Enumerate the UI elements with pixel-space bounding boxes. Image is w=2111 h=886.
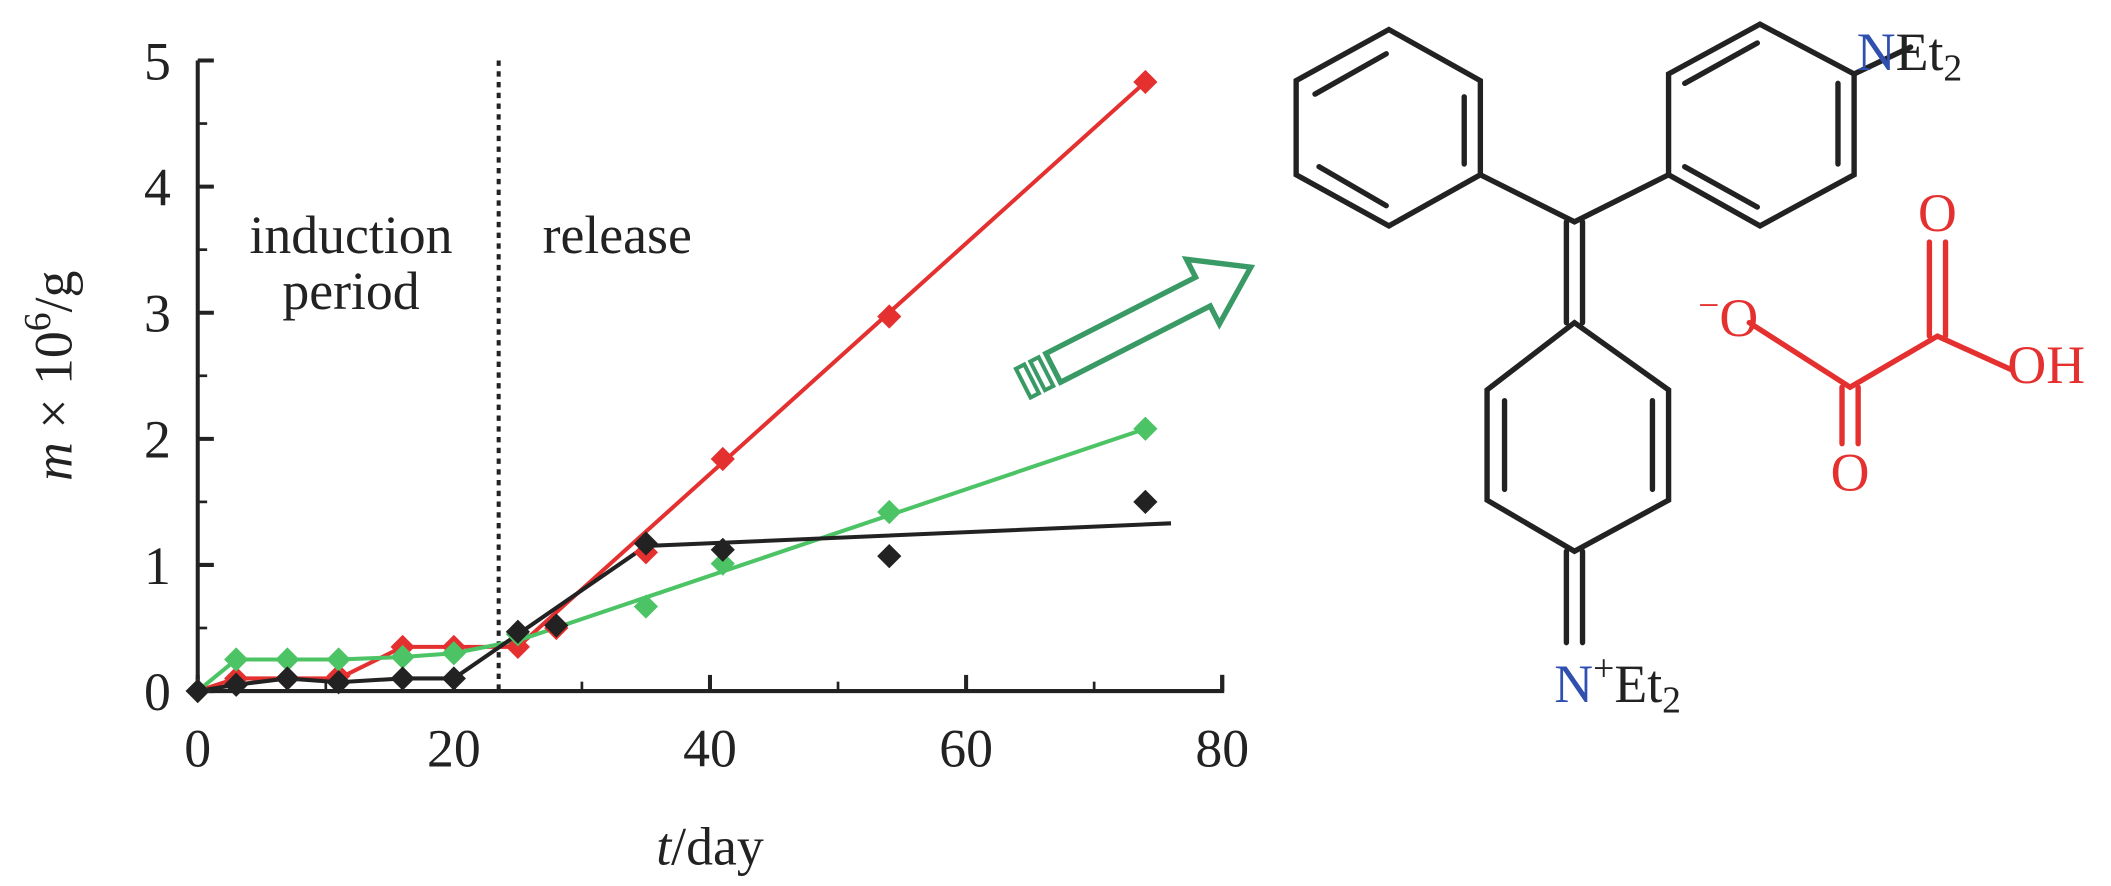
structure: NEt2 N+Et2 −O O O OH xyxy=(1293,21,2085,722)
annotation: induction xyxy=(249,205,452,265)
point xyxy=(505,634,530,660)
y-tick-label: 1 xyxy=(144,536,171,596)
point xyxy=(633,594,659,619)
x-tick-label: 60 xyxy=(939,718,993,778)
ring-double-bonds xyxy=(1312,51,1467,209)
point xyxy=(1133,416,1158,441)
point xyxy=(633,531,659,556)
ring-double-bonds xyxy=(1682,40,1841,210)
point xyxy=(877,304,902,329)
amine-label: NEt2 xyxy=(1857,22,1962,90)
y-text: × 10 xyxy=(23,331,83,442)
point xyxy=(390,644,415,670)
x-symbol: t xyxy=(656,816,673,876)
annotation: period xyxy=(282,261,419,321)
x-tick-label: 40 xyxy=(683,718,737,778)
aminophenyl-ring xyxy=(1665,21,1857,229)
y-tick-label: 3 xyxy=(144,284,171,344)
x-tick-label: 80 xyxy=(1195,718,1249,778)
point xyxy=(275,666,300,691)
point xyxy=(185,678,210,704)
y-axis-label: m × 106/g xyxy=(17,271,84,481)
central-bonds xyxy=(1477,44,1914,326)
x-tick-label: 0 xyxy=(184,718,211,778)
anion-label: −O xyxy=(1698,284,1758,348)
point xyxy=(1133,69,1158,95)
point xyxy=(877,499,902,525)
oxalate-bonds xyxy=(1746,239,2015,447)
hydroxyl-label: OH xyxy=(2007,335,2085,395)
point xyxy=(544,613,569,638)
x-axis-label: t/day xyxy=(656,816,764,876)
quinoid-ring xyxy=(1484,319,1672,555)
point xyxy=(275,647,300,672)
quinoid-double-bonds xyxy=(1501,397,1656,646)
carbonyl-label: O xyxy=(1831,443,1870,503)
y-tick-label: 2 xyxy=(144,410,171,470)
annotation: release xyxy=(543,205,692,265)
y-tick-label: 0 xyxy=(144,662,171,722)
carbonyl-label: O xyxy=(1918,183,1957,243)
point xyxy=(1133,489,1158,514)
point xyxy=(441,666,466,691)
chart: 0 1 2 3 4 5 0 20 40 60 80 t/day m × 106/g inductionpe… xyxy=(17,31,1249,876)
y-unit: /g xyxy=(23,271,83,313)
y-symbol: m xyxy=(23,442,83,481)
y-tick-label: 5 xyxy=(144,31,171,91)
x-unit: /day xyxy=(671,816,764,876)
x-tick-label: 20 xyxy=(427,718,481,778)
point xyxy=(326,647,351,672)
point xyxy=(326,670,351,695)
point xyxy=(224,647,249,672)
arrow xyxy=(1013,255,1256,401)
y-tick-label: 4 xyxy=(144,157,171,217)
point xyxy=(390,666,415,691)
point xyxy=(877,544,902,569)
phenyl-ring xyxy=(1293,26,1484,229)
point xyxy=(441,641,466,666)
iminium-label: N+Et2 xyxy=(1554,647,1681,721)
y-sup: 6 xyxy=(17,312,59,331)
point xyxy=(224,672,249,697)
fit-line xyxy=(197,80,1147,693)
